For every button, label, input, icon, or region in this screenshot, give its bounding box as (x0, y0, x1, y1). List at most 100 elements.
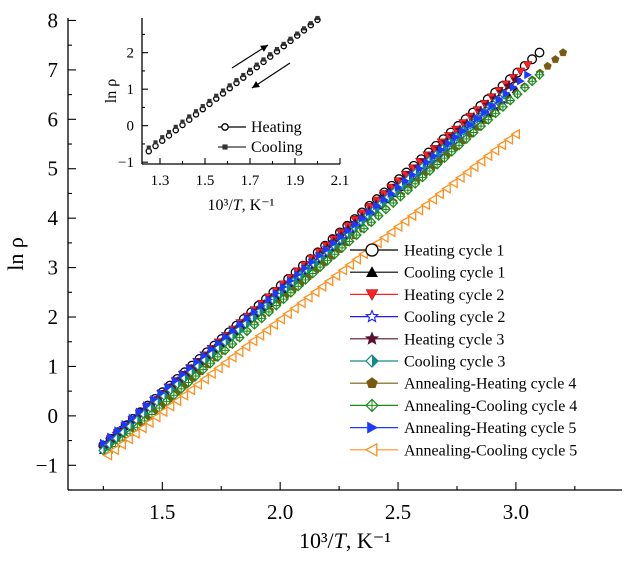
main-data-point (515, 67, 526, 77)
main-data-point (482, 150, 493, 162)
main-legend: Heating cycle 1 Cooling cycle 1 Heating cy… (350, 243, 577, 459)
main-data-point (233, 346, 244, 358)
main-data-point (417, 172, 428, 183)
main-data-point (481, 107, 489, 117)
main-data-point (279, 282, 288, 292)
inset-x-axis-title: 10³/T, K⁻¹ (208, 197, 275, 214)
main-data-point (316, 281, 327, 293)
main-data-point (171, 395, 182, 407)
inset-data-point (166, 129, 172, 135)
main-x-tick-label: 3.0 (503, 500, 529, 524)
main-data-point (323, 275, 334, 287)
main-panel: 1.5 2.0 2.5 3.0 −1 0 1 2 3 4 5 6 7 8 10³/T, K⁻¹ ln ρ (3, 8, 622, 553)
main-data-point (378, 232, 389, 244)
legend-marker (365, 398, 379, 413)
main-data-point (336, 242, 348, 254)
main-data-point (387, 189, 396, 198)
cooling-arrow (251, 62, 291, 89)
main-data-point (289, 302, 299, 314)
main-data-point (423, 157, 432, 167)
main-data-point (445, 139, 453, 148)
inset-panel: 1.3 1.5 1.7 1.9 2.1 −1 0 1 2 10³/T, K⁻¹ ln ρ (103, 15, 349, 214)
legend-label: Cooling cycle 1 (404, 265, 505, 282)
main-data-point (213, 362, 223, 374)
main-data-point (322, 245, 331, 254)
main-data-point (300, 274, 311, 286)
legend-marker (367, 421, 378, 434)
main-data-point (366, 207, 374, 217)
main-data-point (205, 358, 216, 369)
main-data-point (468, 161, 479, 173)
main-data-point (453, 140, 465, 151)
main-data-point (522, 61, 533, 70)
main-data-point (527, 76, 538, 87)
legend-label: Cooling cycle 3 (404, 354, 505, 371)
main-data-point (510, 128, 521, 140)
inset-y-tick-label: −1 (118, 155, 134, 171)
main-data-point (512, 88, 523, 100)
main-y-tick-label: 4 (48, 206, 59, 230)
main-data-point (128, 413, 137, 423)
main-data-point (379, 190, 389, 199)
inset-data-point (146, 145, 151, 150)
inset-data-point (180, 119, 185, 124)
legend-label: Cooling cycle 2 (404, 309, 505, 326)
main-data-point (234, 332, 245, 343)
main-data-point (285, 287, 297, 298)
main-data-point (222, 332, 230, 342)
main-data-point (302, 292, 313, 303)
main-data-point (452, 132, 461, 142)
main-data-point (197, 364, 209, 375)
main-data-point (214, 338, 223, 348)
main-data-point (337, 264, 348, 276)
main-data-point (268, 319, 279, 331)
main-y-tick-label: 6 (48, 107, 59, 131)
main-data-point (439, 152, 450, 164)
main-data-point (236, 320, 245, 329)
main-data-point (286, 276, 295, 286)
main-data-point (401, 176, 410, 186)
main-x-tick-label: 2.0 (267, 500, 293, 524)
main-data-point (164, 400, 175, 412)
main-data-point (256, 313, 267, 324)
main-data-point (430, 151, 439, 161)
main-data-point (219, 345, 231, 356)
main-data-point (190, 370, 201, 382)
main-data-point (263, 306, 275, 318)
inset-data-point (160, 135, 165, 140)
main-data-point (109, 444, 120, 456)
main-data-point (366, 217, 377, 228)
main-x-axis-title: 10³/T, K⁻¹ (299, 528, 391, 553)
main-data-point (468, 127, 479, 138)
main-data-point (402, 185, 414, 196)
inset-y-tick-label: 1 (127, 82, 135, 98)
inset-data-point (288, 36, 293, 41)
main-data-point (301, 264, 310, 273)
inset-data-point (207, 98, 212, 104)
inset-data-point (281, 41, 286, 46)
main-data-point (206, 368, 216, 380)
main-x-tick-label: 2.5 (385, 500, 411, 524)
main-data-point (392, 221, 403, 233)
inset-series (146, 15, 320, 150)
main-data-point (380, 195, 389, 204)
inset-data-point (153, 140, 158, 145)
main-data-point (344, 226, 353, 236)
main-data-point (157, 406, 168, 418)
inset-data-point (274, 47, 280, 52)
main-data-point (307, 268, 318, 279)
main-data-point (176, 383, 187, 394)
main-data-point (437, 145, 446, 155)
legend-marker (365, 243, 379, 257)
main-data-point (410, 178, 421, 189)
main-data-point (249, 319, 260, 330)
inset-data-point (261, 57, 266, 62)
main-data-point (551, 55, 560, 63)
main-data-point (258, 301, 266, 311)
inset-y-tick-label: 2 (127, 46, 135, 62)
inset-x-tick-label: 1.9 (286, 173, 305, 189)
main-y-tick-label: 0 (48, 404, 59, 428)
main-data-point (344, 259, 355, 271)
main-data-point (475, 155, 486, 167)
main-data-point (489, 145, 500, 156)
